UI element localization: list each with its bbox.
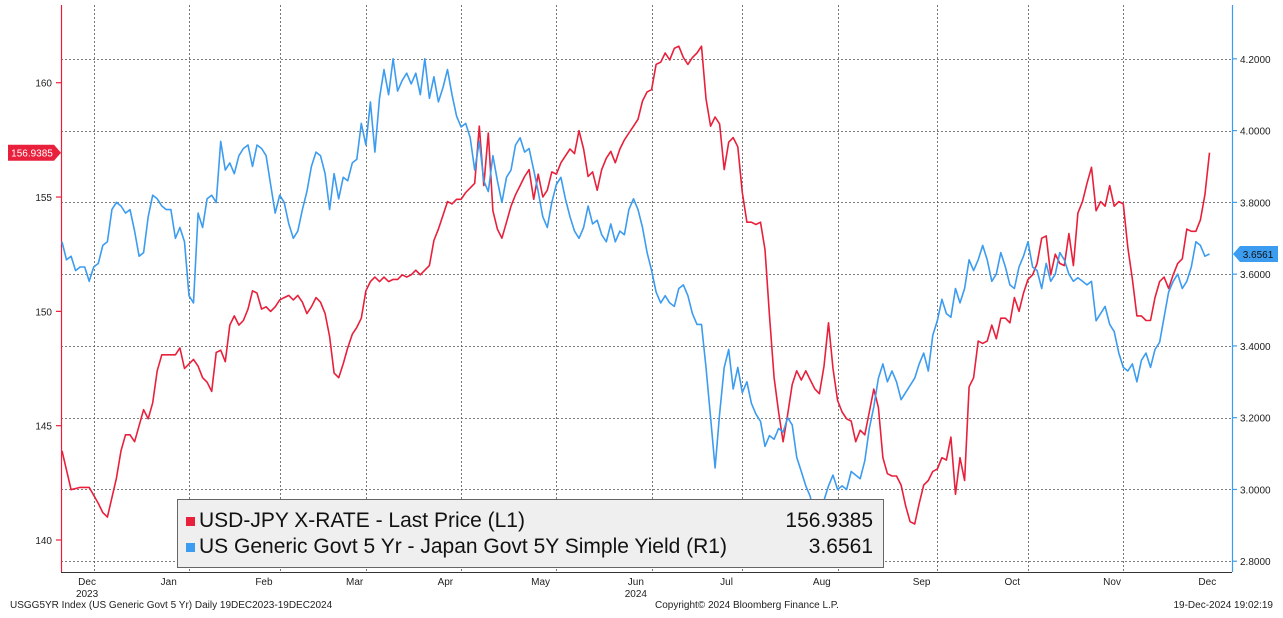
x-tick-label-9: Sep xyxy=(913,577,931,588)
right-last-value-tag xyxy=(1233,246,1278,263)
series-line-yield-spread xyxy=(61,58,1210,527)
right-tick-label-0: 2.8000 xyxy=(1240,557,1271,568)
right-tick-label-2: 3.2000 xyxy=(1240,414,1271,425)
x-tick-label-0: Dec xyxy=(78,577,96,588)
legend: USD-JPY X-RATE - Last Price (L1) 156.938… xyxy=(177,499,884,568)
left-tick-label-155: 155 xyxy=(35,193,52,204)
legend-value-spread: 3.6561 xyxy=(808,535,873,558)
series-line-usdjpy xyxy=(61,45,1211,525)
x-tick-label-11: Nov xyxy=(1103,577,1121,588)
footer-timestamp: 19-Dec-2024 19:02:19 xyxy=(1173,600,1273,611)
right-last-value-text: 3.6561 xyxy=(1243,250,1274,261)
footer-index-info: USGG5YR Index (US Generic Govt 5 Yr) Dai… xyxy=(10,600,333,611)
x-tick-label-6: Jun xyxy=(628,577,644,588)
legend-swatch-spread xyxy=(186,542,195,552)
axis-ticks: 140 145 150 155 160 2.8000 3.0000 3.2000 3.4000 3… xyxy=(35,55,1271,600)
left-tick-label-150: 150 xyxy=(35,307,52,318)
legend-row-spread: US Generic Govt 5 Yr - Japan Govt 5Y Sim… xyxy=(186,535,873,559)
x-tick-label-3: Mar xyxy=(346,577,364,588)
left-last-value-tag xyxy=(8,144,61,161)
right-tick-label-5: 3.8000 xyxy=(1240,198,1271,209)
x-year-label-0: 2023 xyxy=(76,589,99,600)
right-tick-label-6: 4.0000 xyxy=(1240,127,1271,138)
x-tick-label-2: Feb xyxy=(255,577,273,588)
x-tick-label-5: May xyxy=(531,577,550,588)
x-tick-label-4: Apr xyxy=(438,577,454,588)
last-value-tags: 156.9385 3.6561 xyxy=(8,144,1278,263)
right-tick-label-7: 4.2000 xyxy=(1240,55,1271,66)
gridlines xyxy=(61,5,1232,572)
left-tick-label-145: 145 xyxy=(35,422,52,433)
legend-value-usdjpy: 156.9385 xyxy=(785,509,873,532)
legend-label-spread: US Generic Govt 5 Yr - Japan Govt 5Y Sim… xyxy=(199,535,727,558)
left-tick-label-140: 140 xyxy=(35,536,52,547)
footer-copyright: Copyright© 2024 Bloomberg Finance L.P. xyxy=(655,600,839,611)
legend-label-usdjpy: USD-JPY X-RATE - Last Price (L1) xyxy=(199,509,525,532)
x-tick-label-12: Dec xyxy=(1198,577,1216,588)
right-tick-label-1: 3.0000 xyxy=(1240,485,1271,496)
x-tick-label-7: Jul xyxy=(720,577,733,588)
right-tick-label-3: 3.4000 xyxy=(1240,342,1271,353)
x-tick-label-1: Jan xyxy=(161,577,177,588)
left-tick-label-160: 160 xyxy=(35,79,52,90)
series-lines xyxy=(61,45,1211,527)
right-tick-label-4: 3.6000 xyxy=(1240,270,1271,281)
x-year-label-1: 2024 xyxy=(625,589,648,600)
x-tick-label-8: Aug xyxy=(813,577,831,588)
legend-swatch-usdjpy xyxy=(186,516,195,526)
left-last-value-text: 156.9385 xyxy=(11,149,53,160)
x-tick-label-10: Oct xyxy=(1005,577,1021,588)
legend-row-usdjpy: USD-JPY X-RATE - Last Price (L1) 156.938… xyxy=(186,509,873,533)
